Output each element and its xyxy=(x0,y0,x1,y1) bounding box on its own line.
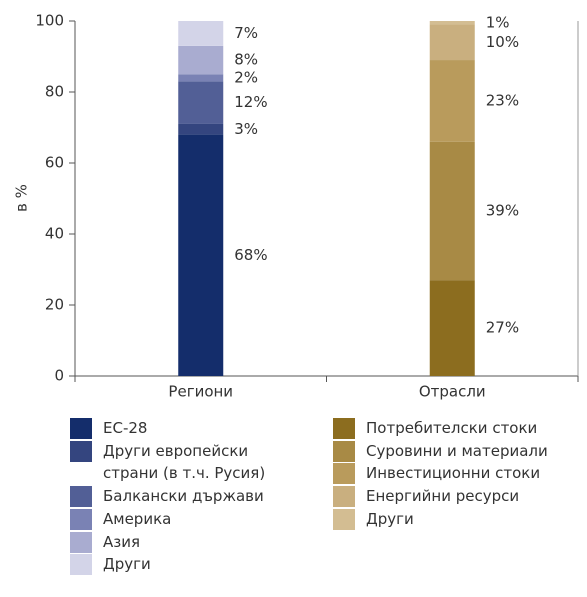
data-label: 2% xyxy=(234,68,258,86)
data-label: 10% xyxy=(486,33,519,51)
legend: ЕС-28 Други европейски страни (в т.ч. Рус… xyxy=(70,417,308,576)
bar-segment xyxy=(178,134,224,376)
data-label: 27% xyxy=(486,319,519,337)
legend-item: Азия xyxy=(70,531,308,554)
legend-item: Енергийни ресурси xyxy=(333,485,548,508)
data-label: 68% xyxy=(234,246,267,264)
legend: Потребителски стоки Суровини и материали И… xyxy=(333,417,548,531)
legend-label: Азия xyxy=(103,532,141,551)
data-label: 39% xyxy=(486,201,519,219)
legend-item: Други xyxy=(70,553,308,576)
legend-swatch xyxy=(333,463,355,485)
legend-swatch xyxy=(333,440,355,462)
bar-segment xyxy=(178,81,224,124)
legend-item: Балкански държави xyxy=(70,485,308,508)
legend-swatch xyxy=(333,508,355,530)
bar-segment xyxy=(178,21,224,46)
legend-label: Други xyxy=(366,509,414,528)
legend-label: Потребителски стоки xyxy=(366,419,538,437)
legend-item: Инвестиционни стоки xyxy=(333,462,548,485)
bar-segment xyxy=(178,123,224,135)
data-label: 12% xyxy=(234,93,267,111)
data-label: 7% xyxy=(234,24,258,42)
data-label: 23% xyxy=(486,91,519,109)
y-axis-label: в % xyxy=(13,184,31,212)
legend-swatch xyxy=(333,418,355,439)
legend-label: Суровини и материали xyxy=(366,441,548,460)
x-tick-label: Региони xyxy=(168,383,233,401)
x-tick-label: Отрасли xyxy=(419,383,486,401)
data-label: 1% xyxy=(486,13,510,31)
y-tick-label: 100 xyxy=(35,12,64,30)
bar-segment xyxy=(429,60,475,142)
data-label: 3% xyxy=(234,120,258,138)
legend-label: Америка xyxy=(103,509,172,528)
legend-item: Други xyxy=(333,508,548,531)
legend-label: Други xyxy=(103,555,151,574)
legend-item: Потребителски стоки xyxy=(333,417,548,440)
legend-swatch xyxy=(70,486,92,508)
legend-label: Енергийни ресурси xyxy=(366,487,520,506)
legend-swatch xyxy=(333,486,355,508)
legend-label: Инвестиционни стоки xyxy=(366,464,541,483)
bar-segment xyxy=(178,74,224,82)
legend-item: Други европейски страни (в т.ч. Русия) xyxy=(70,440,308,485)
y-tick-label: 60 xyxy=(45,154,64,172)
bar-segment xyxy=(178,45,224,75)
bar-segment xyxy=(429,21,475,25)
bar-segment xyxy=(429,24,475,61)
bar-segment xyxy=(429,141,475,281)
legend-swatch xyxy=(70,508,92,530)
chart: в % 0 20 40 60 80 100 Региони 68% 3% 12% 2%8% 7% Отр… xyxy=(13,12,579,401)
bar-segment xyxy=(429,280,475,376)
legend-swatch xyxy=(70,554,92,576)
legend-swatch xyxy=(70,440,92,462)
y-tick-label: 40 xyxy=(45,225,64,243)
legend-label: Балкански държави xyxy=(103,487,264,506)
legend-label: Други европейски страни (в т.ч. Русия) xyxy=(103,441,266,483)
legend-label: ЕС-28 xyxy=(103,419,148,437)
legend-swatch xyxy=(70,531,92,553)
legend-item: Америка xyxy=(70,508,308,531)
y-tick-label: 0 xyxy=(54,367,64,385)
legend-swatch xyxy=(70,418,92,439)
y-tick-label: 20 xyxy=(45,296,64,314)
legend-item: Суровини и материали xyxy=(333,440,548,463)
data-label: 8% xyxy=(234,51,258,69)
legend-item: ЕС-28 xyxy=(70,417,308,440)
y-tick-label: 80 xyxy=(45,83,64,101)
